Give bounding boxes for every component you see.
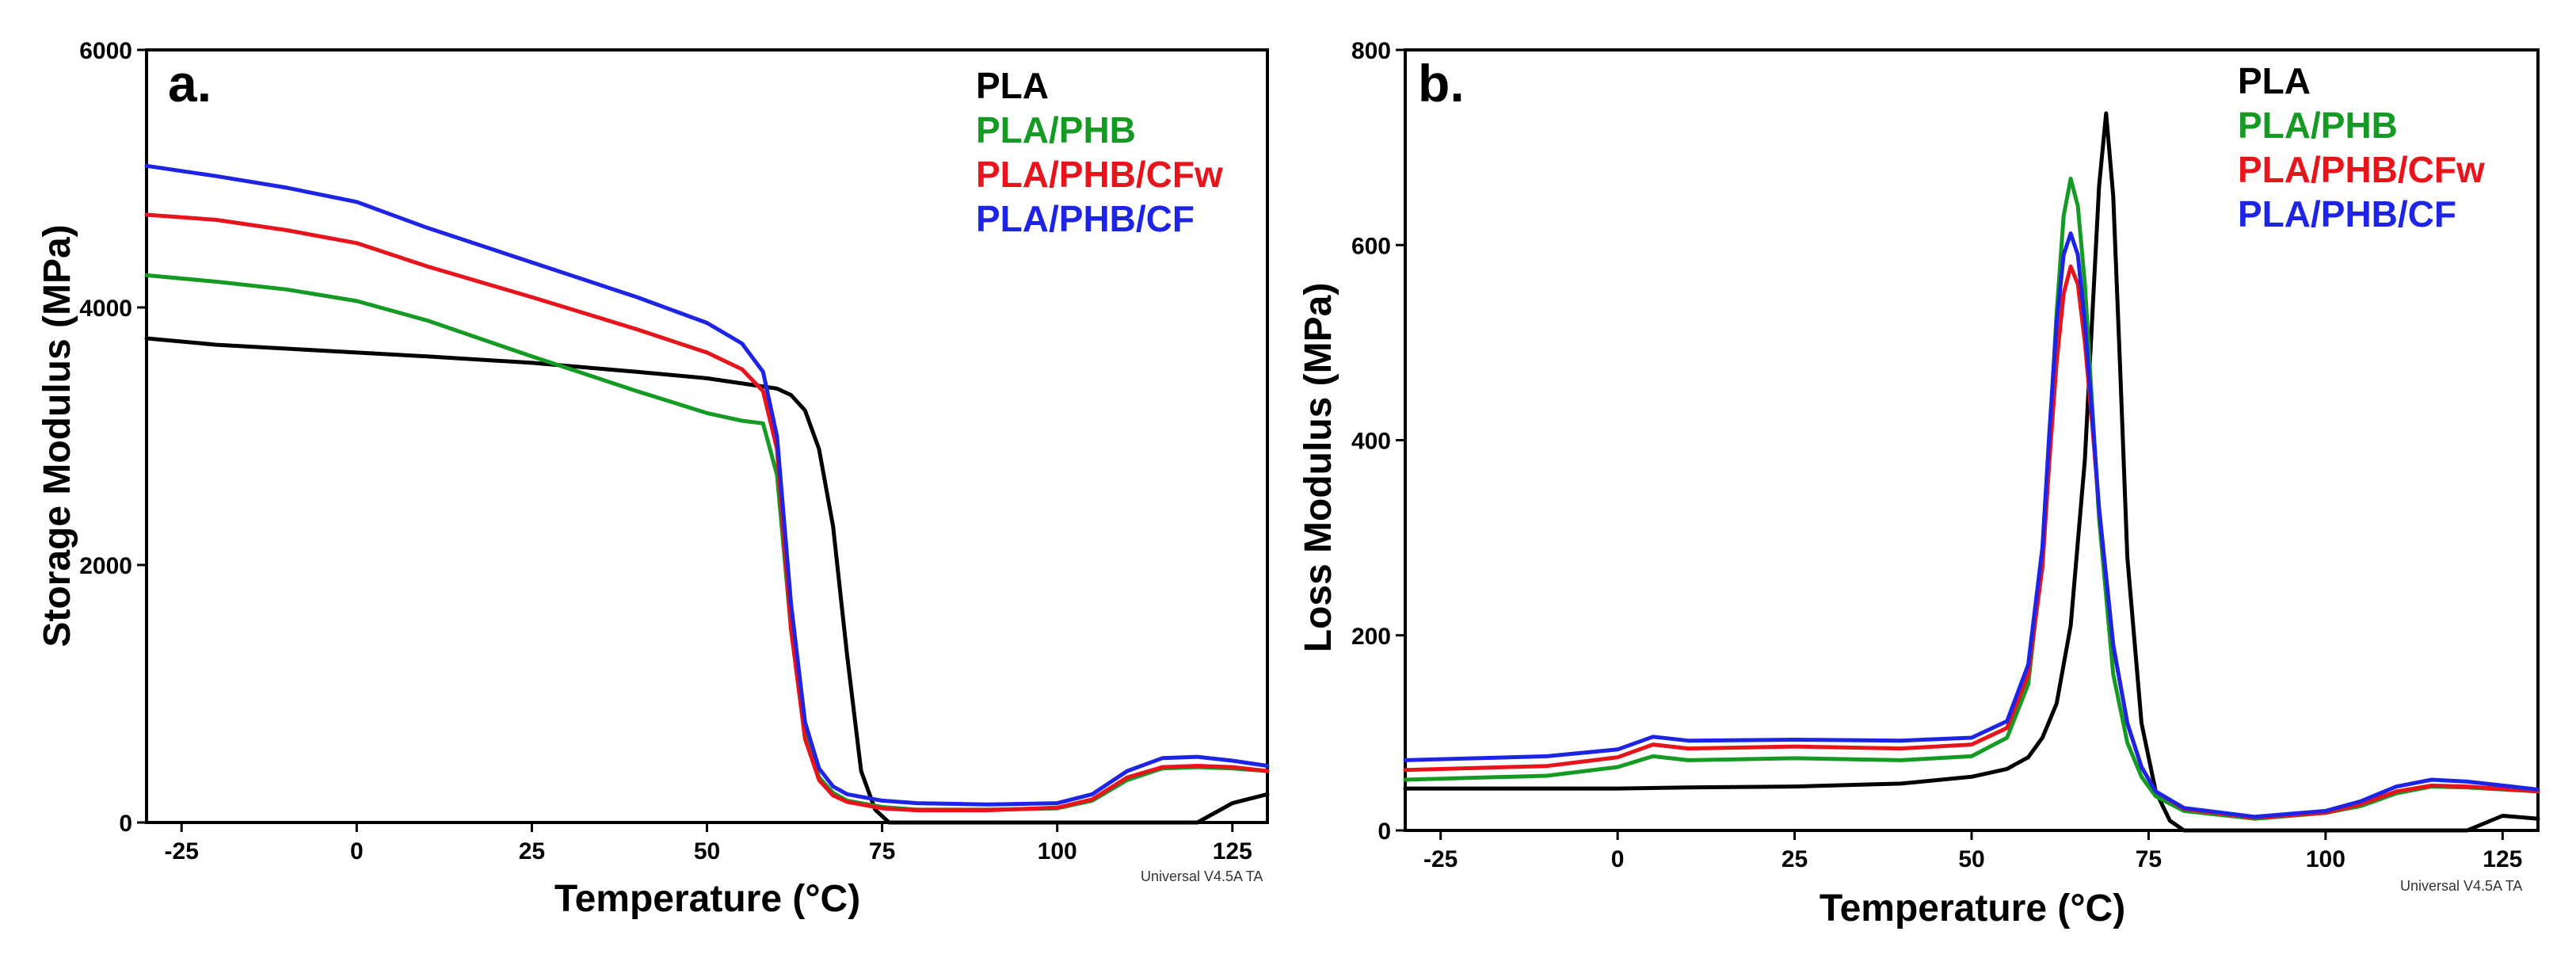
panel-b-x-tick-label: 100: [2306, 846, 2345, 872]
panel-a-legend-pla: PLA: [976, 65, 1049, 106]
panel-a-legend-pla-phb-cf: PLA/PHB/CF: [976, 198, 1195, 239]
panel-b-legend: PLA PLA/PHB PLA/PHB/CFw PLA/PHB/CF: [2238, 60, 2485, 235]
panel-b-y-tick-label: 600: [1351, 233, 1391, 259]
panel-a-watermark: Universal V4.5A TA: [1141, 868, 1263, 884]
panel-b-x-tick-label: 75: [2136, 846, 2162, 872]
panel-a-series-line-pla-phb: [144, 273, 1270, 812]
panel-a-x-tick-label: 75: [869, 838, 895, 864]
panel-a-series-line-pla-phb-cf: [144, 163, 1270, 807]
panel-b-y-tick-label: 0: [1378, 819, 1391, 845]
panel-a-y-tick-label: 4000: [79, 296, 132, 322]
panel-a-axes-group: -25 0 25 50 75 100 125 0 2000 4000 6000: [79, 38, 1252, 864]
panel-b-watermark: Universal V4.5A TA: [2400, 878, 2522, 894]
panel-a-y-tick-label: 2000: [79, 553, 132, 579]
panel-a-series-line-pla: [144, 336, 1270, 825]
panel-a-series-line-pla-phb-cfw: [144, 212, 1270, 813]
panel-a-legend: PLA PLA/PHB PLA/PHB/CFw PLA/PHB/CF: [976, 65, 1223, 239]
panel-a-x-axis-title: Temperature (°C): [554, 878, 860, 920]
panel-a-x-tick-label: 50: [694, 838, 720, 864]
panel-b-x-tick-label: 0: [1611, 846, 1625, 872]
panel-b-series-line-pla-phb: [1403, 177, 2540, 821]
panel-b-y-axis-title: Loss Modulus (MPa): [1298, 283, 1339, 653]
panel-b: -25 0 25 50 75 100 125 0 200 400 600 800 b. Tempera…: [1298, 38, 2540, 929]
panel-b-x-tick-label: 50: [1958, 846, 1984, 872]
panel-b-x-axis-title: Temperature (°C): [1820, 887, 2125, 929]
panel-a-legend-pla-phb-cfw: PLA/PHB/CFw: [976, 154, 1223, 195]
panel-b-axes-group: -25 0 25 50 75 100 125 0 200 400 600 800: [1351, 38, 2522, 872]
panel-b-y-tick-label: 800: [1351, 38, 1391, 64]
panel-b-legend-pla-phb: PLA/PHB: [2238, 105, 2398, 146]
panel-b-legend-pla-phb-cf: PLA/PHB/CF: [2238, 193, 2456, 235]
panel-a-x-tick-label: 0: [350, 838, 364, 864]
panel-b-series-line-pla-phb-cfw: [1403, 264, 2540, 820]
panel-a-y-axis-title: Storage Modulus (MPa): [36, 224, 78, 647]
panel-b-x-tick-label: 25: [1781, 846, 1808, 872]
panel-a-legend-pla-phb: PLA/PHB: [976, 109, 1136, 151]
panel-b-label: b.: [1418, 54, 1465, 113]
panel-b-x-tick-label: 125: [2483, 846, 2522, 872]
panel-b-x-tick-label: -25: [1423, 846, 1458, 872]
panel-a-x-tick-label: 125: [1213, 838, 1252, 864]
panel-a-label: a.: [168, 54, 211, 113]
panel-a: -25 0 25 50 75 100 125 0 2000 4000 6000 a. Tempera…: [36, 38, 1270, 920]
panel-b-legend-pla: PLA: [2238, 60, 2311, 101]
panel-b-y-tick-label: 200: [1351, 624, 1391, 650]
panel-b-y-tick-label: 400: [1351, 429, 1391, 455]
panel-a-y-tick-label: 0: [119, 811, 132, 837]
panel-a-x-tick-label: 100: [1038, 838, 1077, 864]
panel-b-legend-pla-phb-cfw: PLA/PHB/CFw: [2238, 149, 2485, 190]
panel-a-x-tick-label: 25: [519, 838, 545, 864]
panel-a-series-group: [144, 163, 1270, 825]
panel-a-y-tick-label: 6000: [79, 38, 132, 64]
panel-a-x-tick-label: -25: [165, 838, 199, 864]
panel-b-series-line-pla-phb-cf: [1403, 231, 2540, 819]
